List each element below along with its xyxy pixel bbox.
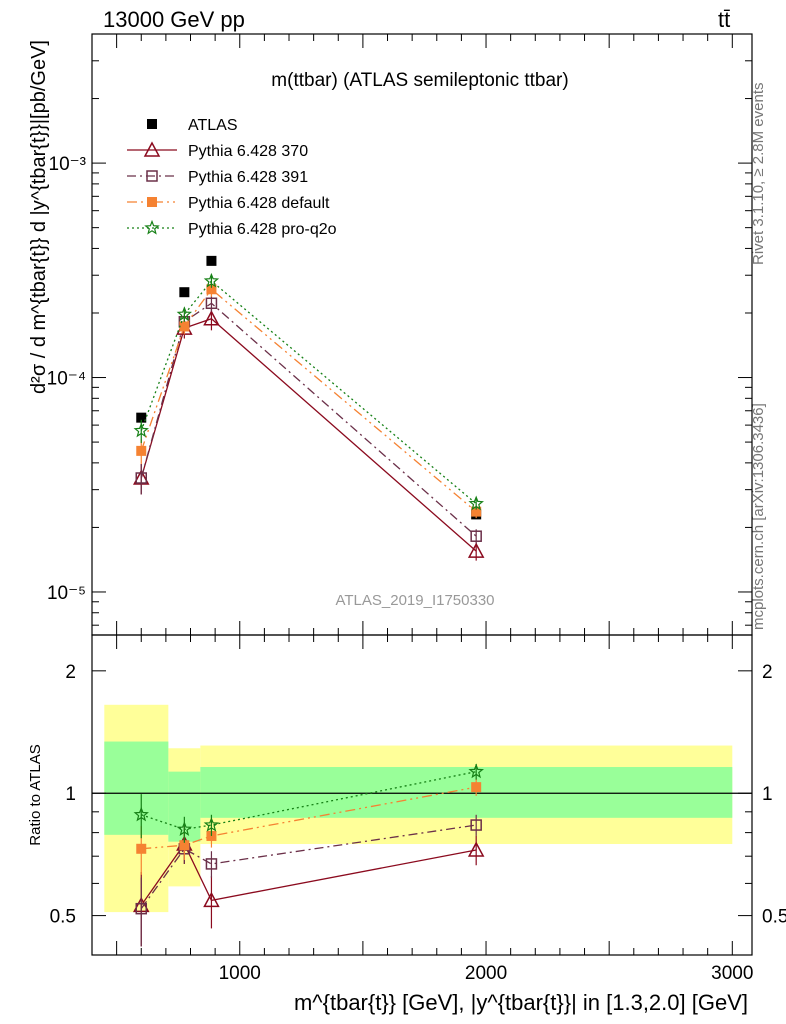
legend-label-atlas: ATLAS xyxy=(188,117,238,134)
ratio-pythia-6-428-391-point xyxy=(205,858,218,870)
ratio-y-tick-label-right: 1 xyxy=(762,784,773,805)
analysis-watermark: ATLAS_2019_I1750330 xyxy=(335,592,494,609)
main-pythia-6-428-default-point xyxy=(206,284,217,295)
ratio-uncertainty-band-inner-0 xyxy=(104,741,169,835)
main-pythia-6-428-default-line xyxy=(140,288,477,513)
ratio-pythia-6-428-391-point xyxy=(135,902,148,915)
main-pythia-6-428-default-point xyxy=(179,321,190,332)
main-pythia-6-428-391-line xyxy=(140,302,477,537)
ratio-pythia-6-428-pro-q2o-point xyxy=(468,763,485,779)
legend-marker-atlas xyxy=(147,119,157,129)
ratio-pythia-6-428-default-line xyxy=(141,786,477,850)
main-pythia-6-428-370-line xyxy=(140,318,477,552)
main-pythia-6-428-pro-q2o-point xyxy=(468,495,484,511)
ratio-plot-frame xyxy=(91,634,753,956)
main-pythia-6-428-370-point xyxy=(203,310,220,326)
main-pythia-6-428-default-point xyxy=(136,445,147,456)
main-y-tick-label: 10⁻⁵ xyxy=(47,583,86,604)
ratio-y-tick-label-left: 1 xyxy=(65,784,76,805)
main-pythia-6-428-391-point xyxy=(135,472,148,484)
ratio-uncertainty-band-inner-2 xyxy=(200,767,733,818)
legend-marker-pythia-6-428-370 xyxy=(143,141,161,157)
ratio-pythia-6-428-370-point xyxy=(467,841,485,857)
legend-label-pythia-6-428-391: Pythia 6.428 391 xyxy=(188,169,308,186)
ratio-pythia-6-428-default-point xyxy=(136,843,147,854)
main-pythia-6-428-pro-q2o-point xyxy=(203,272,220,288)
main-pythia-6-428-391-point xyxy=(470,530,482,542)
main-atlas-point xyxy=(179,287,190,298)
x-axis-title: m^{tbar{t}} [GeV], |y^{tbar{t}}| in [1.3… xyxy=(294,990,748,1015)
main-pythia-6-428-default-point xyxy=(471,506,482,517)
legend-label-pythia-6-428-default: Pythia 6.428 default xyxy=(188,195,330,212)
ratio-y-tick-label-right: 2 xyxy=(762,662,773,683)
main-atlas-point xyxy=(206,255,217,266)
ratio-y-tick-label-left: 0.5 xyxy=(50,907,76,928)
legend-marker-pythia-6-428-default xyxy=(147,197,157,207)
ratio-pythia-6-428-370-line xyxy=(140,842,477,906)
legend-label-pythia-6-428-pro-q2o: Pythia 6.428 pro-q2o xyxy=(188,221,337,238)
main-pythia-6-428-pro-q2o-point xyxy=(176,306,193,322)
x-tick-label: 3000 xyxy=(711,963,753,984)
ratio-pythia-6-428-391-point xyxy=(470,819,482,831)
legend-label-pythia-6-428-370: Pythia 6.428 370 xyxy=(188,143,308,160)
legend-marker-pythia-6-428-pro-q2o xyxy=(144,219,160,235)
ratio-y-tick-label-right: 0.5 xyxy=(762,907,786,928)
main-pythia-6-428-370-point xyxy=(467,542,485,558)
energy-label: 13000 GeV pp xyxy=(103,7,245,32)
main-y-tick-label: 10⁻³ xyxy=(49,154,87,175)
ratio-pythia-6-428-pro-q2o-point xyxy=(176,821,193,836)
main-pythia-6-428-pro-q2o-line xyxy=(140,280,477,505)
main-pythia-6-428-pro-q2o-point xyxy=(133,422,149,438)
main-atlas-point xyxy=(136,412,147,423)
x-tick-label: 2000 xyxy=(465,963,507,984)
main-pythia-6-428-391-point xyxy=(205,297,218,310)
ratio-pythia-6-428-391-line xyxy=(140,824,477,910)
ratio-pythia-6-428-default-point xyxy=(179,840,190,851)
process-label: tt̄ xyxy=(718,7,731,32)
ratio-pythia-6-428-370-point xyxy=(203,891,220,908)
ratio-pythia-6-428-pro-q2o-point xyxy=(133,806,149,822)
main-plot-title: m(ttbar) (ATLAS semileptonic ttbar) xyxy=(271,70,568,91)
ratio-pythia-6-428-default-point xyxy=(471,782,482,793)
ratio-pythia-6-428-pro-q2o-point xyxy=(203,816,220,832)
ratio-y-axis-title: Ratio to ATLAS xyxy=(27,744,44,845)
main-y-tick-label: 10⁻⁴ xyxy=(47,369,86,390)
ratio-y-tick-label-left: 2 xyxy=(65,662,76,683)
legend-marker-pythia-6-428-391 xyxy=(146,170,158,182)
x-tick-label: 1000 xyxy=(219,963,261,984)
main-y-axis-title: d²σ / d m^{tbar{t}} d |y^{tbar{t}}|[pb/G… xyxy=(28,40,50,394)
